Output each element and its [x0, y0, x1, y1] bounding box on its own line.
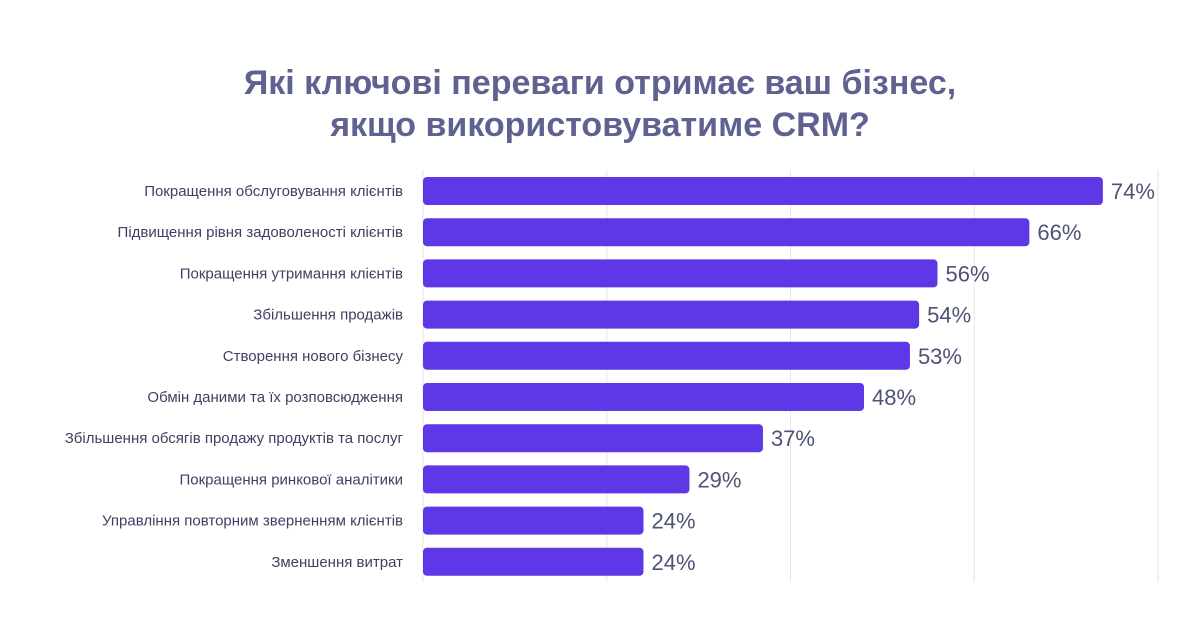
value-label: 54%	[927, 303, 971, 328]
bar	[423, 259, 938, 288]
bar	[423, 177, 1103, 205]
value-label: 29%	[697, 467, 741, 492]
category-label: Покращення утримання клієнтів	[180, 265, 403, 282]
value-label: 24%	[652, 550, 696, 575]
chart-title: Які ключові переваги отримає ваш бізнес,…	[0, 62, 1200, 146]
value-label: 74%	[1111, 179, 1155, 204]
value-label: 48%	[872, 385, 916, 410]
bar	[423, 341, 910, 370]
bar	[423, 383, 864, 411]
value-label: 37%	[771, 426, 815, 451]
chart-title-line-1: Які ключові переваги отримає ваш бізнес,	[243, 64, 957, 102]
bar	[423, 506, 644, 535]
bar	[423, 300, 920, 329]
chart-title-line-2: якщо використовуватиме CRM?	[330, 106, 870, 144]
value-label: 66%	[1037, 220, 1081, 245]
value-label: 56%	[946, 261, 990, 286]
category-label: Підвищення рівня задоволеності клієнтів	[118, 224, 403, 241]
bar	[423, 465, 690, 494]
value-label: 53%	[918, 344, 962, 369]
value-label: 24%	[652, 509, 696, 534]
category-label: Управління повторним зверненням клієнтів	[102, 513, 403, 530]
bars	[423, 177, 1103, 576]
category-label: Покращення ринкової аналітики	[179, 471, 403, 488]
bar	[423, 218, 1030, 247]
category-label: Збільшення продажів	[253, 307, 403, 324]
category-label: Обмін даними та їх розповсюдження	[147, 389, 403, 406]
bar	[423, 547, 644, 576]
category-label: Покращення обслуговування клієнтів	[144, 183, 403, 200]
labels: Покращення обслуговування клієнтів 74% Під…	[65, 179, 1155, 575]
category-label: Створення нового бізнесу	[223, 348, 404, 365]
bar	[423, 424, 763, 453]
category-label: Збільшення обсягів продажу продуктів та …	[65, 430, 404, 447]
category-label: Зменшення витрат	[271, 554, 403, 571]
